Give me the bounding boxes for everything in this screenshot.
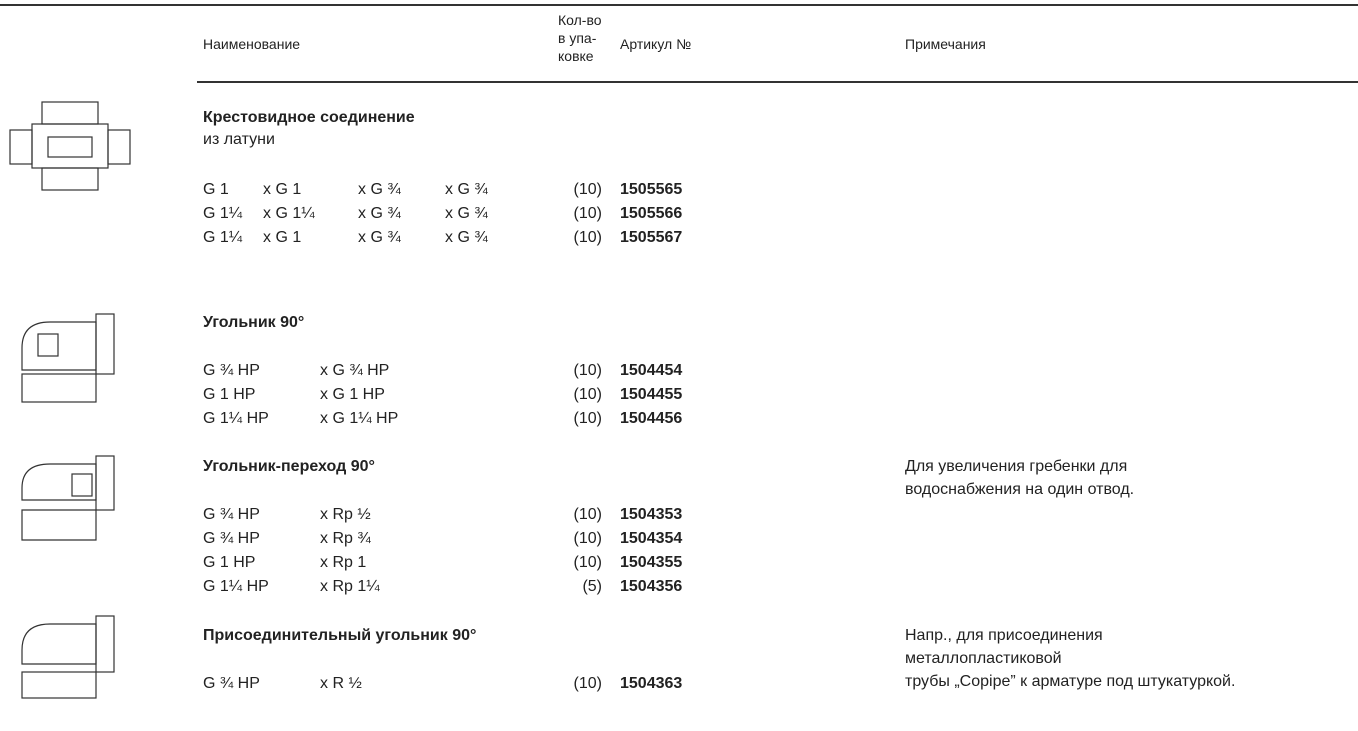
- size-cell: x G 1: [263, 181, 302, 198]
- qty-cell: (10): [573, 362, 602, 379]
- qty-cell: (10): [573, 530, 602, 547]
- article-number: 1504456: [620, 410, 683, 427]
- qty-cell: (10): [573, 181, 602, 198]
- qty-cell: (10): [573, 386, 602, 403]
- size-cell: x G 1¼: [263, 205, 315, 222]
- article-number: 1504455: [620, 386, 683, 403]
- size-cell: G 1¼ HP: [203, 410, 269, 427]
- note: металлопластиковой: [905, 650, 1062, 667]
- article-number: 1505566: [620, 205, 683, 222]
- size-cell: x Rp ¾: [320, 530, 371, 547]
- note: трубы „Copipe” к арматуре под штукатурко…: [905, 673, 1236, 690]
- article-number: 1505567: [620, 229, 683, 246]
- header-article: Артикул №: [620, 36, 692, 52]
- size-cell: G ¾ HP: [203, 530, 260, 547]
- top-rule: [0, 4, 1358, 6]
- qty-cell: (10): [573, 554, 602, 571]
- size-cell: G ¾ HP: [203, 362, 260, 379]
- size-cell: x G ¾: [445, 229, 488, 246]
- size-cell: G 1 HP: [203, 554, 256, 571]
- size-cell: x G 1¼ HP: [320, 410, 399, 427]
- header-name: Наименование: [203, 36, 301, 52]
- section-subtitle: из латуни: [203, 131, 275, 148]
- article-number: 1504454: [620, 362, 683, 379]
- header-rule: [197, 81, 1358, 83]
- article-number: 1504353: [620, 506, 683, 523]
- size-cell: x Rp ½: [320, 506, 371, 523]
- section-title: Угольник 90°: [203, 314, 305, 331]
- icons: [9, 101, 131, 699]
- section-title: Угольник-переход 90°: [203, 458, 375, 475]
- size-cell: x G ¾: [445, 181, 488, 198]
- qty-cell: (10): [573, 410, 602, 427]
- size-cell: x Rp 1¼: [320, 578, 380, 595]
- size-cell: x R ½: [320, 675, 362, 692]
- section-title: Крестовидное соединение: [203, 109, 415, 126]
- connection-elbow-icon: [21, 615, 115, 699]
- size-cell: G 1 HP: [203, 386, 256, 403]
- note: водоснабжения на один отвод.: [905, 481, 1135, 498]
- size-cell: x G ¾: [445, 205, 488, 222]
- size-cell: x G ¾ HP: [320, 362, 390, 379]
- article-number: 1504355: [620, 554, 683, 571]
- article-number: 1505565: [620, 181, 683, 198]
- section-title: Присоединительный угольник 90°: [203, 627, 477, 644]
- reducer-elbow-icon: [21, 455, 115, 541]
- qty-cell: (10): [573, 675, 602, 692]
- elbow-icon: [21, 313, 115, 403]
- size-cell: G 1¼: [203, 205, 243, 222]
- qty-cell: (10): [573, 205, 602, 222]
- size-cell: G 1¼: [203, 229, 243, 246]
- size-cell: x G 1 HP: [320, 386, 385, 403]
- qty-cell: (10): [573, 229, 602, 246]
- header-qty: в упа-: [558, 30, 597, 46]
- header-qty: ковке: [558, 48, 594, 64]
- size-cell: x Rp 1: [320, 554, 367, 571]
- article-number: 1504363: [620, 675, 683, 692]
- note: Для увеличения гребенки для: [905, 458, 1128, 475]
- size-cell: G 1: [203, 181, 229, 198]
- size-cell: x G 1: [263, 229, 302, 246]
- size-cell: x G ¾: [358, 181, 401, 198]
- size-cell: G 1¼ HP: [203, 578, 269, 595]
- article-number: 1504356: [620, 578, 683, 595]
- cross-icon: [9, 101, 131, 191]
- size-cell: G ¾ HP: [203, 506, 260, 523]
- article-number: 1504354: [620, 530, 683, 547]
- header-qty: Кол-во: [558, 12, 602, 28]
- size-cell: G ¾ HP: [203, 675, 260, 692]
- size-cell: x G ¾: [358, 205, 401, 222]
- size-cell: x G ¾: [358, 229, 401, 246]
- header-notes: Примечания: [905, 36, 986, 52]
- qty-cell: (10): [573, 506, 602, 523]
- qty-cell: (5): [582, 578, 602, 595]
- note: Напр., для присоединения: [905, 627, 1103, 644]
